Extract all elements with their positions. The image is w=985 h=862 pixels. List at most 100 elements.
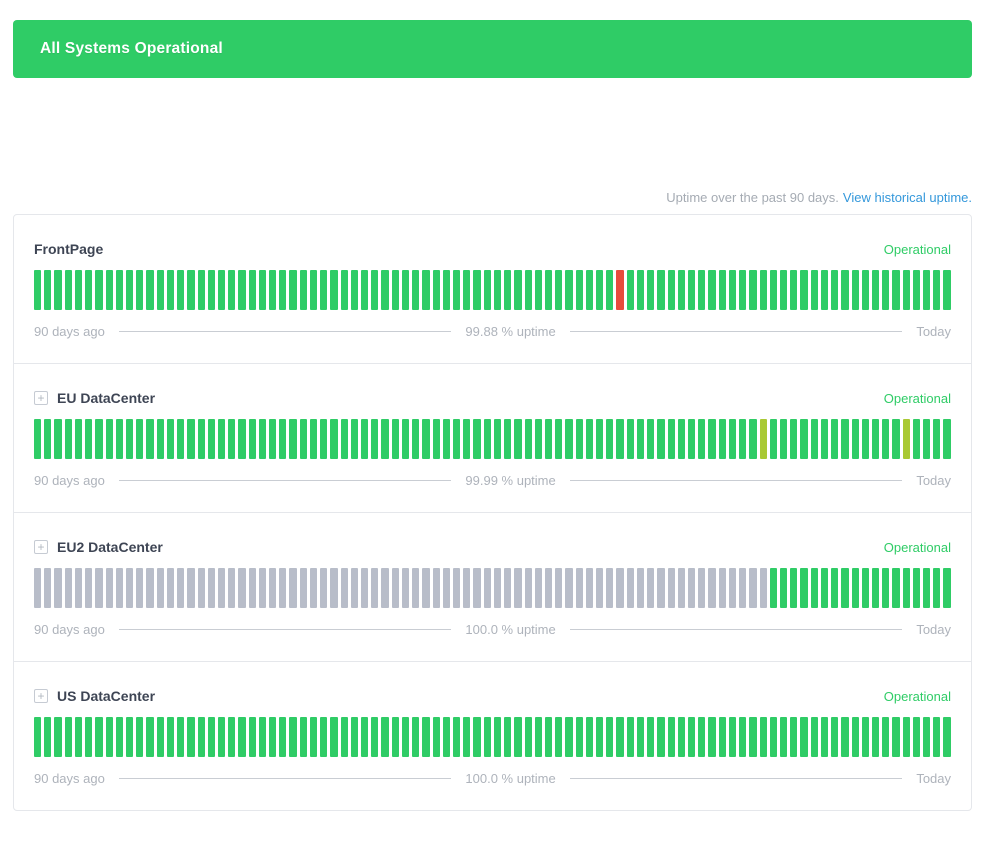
- uptime-day-bar[interactable]: [330, 270, 338, 310]
- uptime-day-bar[interactable]: [64, 568, 72, 608]
- uptime-day-bar[interactable]: [34, 419, 42, 459]
- uptime-day-bar[interactable]: [238, 270, 246, 310]
- uptime-day-bar[interactable]: [105, 568, 113, 608]
- uptime-day-bar[interactable]: [892, 717, 900, 757]
- uptime-day-bar[interactable]: [269, 419, 277, 459]
- uptime-day-bar[interactable]: [606, 270, 614, 310]
- uptime-day-bar[interactable]: [177, 717, 185, 757]
- uptime-day-bar[interactable]: [289, 717, 297, 757]
- uptime-day-bar[interactable]: [166, 717, 175, 757]
- uptime-day-bar[interactable]: [698, 568, 706, 608]
- uptime-day-bar[interactable]: [156, 270, 164, 310]
- uptime-day-bar[interactable]: [330, 717, 338, 757]
- uptime-day-bar[interactable]: [596, 717, 604, 757]
- uptime-day-bar[interactable]: [299, 568, 307, 608]
- uptime-day-bar[interactable]: [800, 419, 808, 459]
- uptime-day-bar[interactable]: [371, 717, 379, 757]
- uptime-day-bar[interactable]: [902, 568, 910, 608]
- uptime-day-bar[interactable]: [125, 568, 134, 608]
- uptime-day-bar[interactable]: [105, 270, 113, 310]
- uptime-day-bar[interactable]: [677, 568, 685, 608]
- uptime-day-bar[interactable]: [851, 568, 859, 608]
- uptime-day-bar[interactable]: [769, 568, 777, 608]
- uptime-day-bar[interactable]: [606, 717, 614, 757]
- uptime-day-bar[interactable]: [626, 419, 634, 459]
- uptime-day-bar[interactable]: [44, 270, 52, 310]
- uptime-day-bar[interactable]: [698, 270, 706, 310]
- uptime-day-bar[interactable]: [95, 419, 103, 459]
- uptime-day-bar[interactable]: [636, 419, 645, 459]
- uptime-day-bar[interactable]: [912, 270, 921, 310]
- uptime-day-bar[interactable]: [810, 419, 818, 459]
- uptime-day-bar[interactable]: [657, 419, 665, 459]
- uptime-day-bar[interactable]: [85, 568, 93, 608]
- uptime-day-bar[interactable]: [667, 419, 675, 459]
- uptime-day-bar[interactable]: [739, 419, 747, 459]
- uptime-day-bar[interactable]: [177, 270, 185, 310]
- uptime-day-bar[interactable]: [269, 270, 277, 310]
- uptime-day-bar[interactable]: [125, 419, 134, 459]
- uptime-day-bar[interactable]: [279, 419, 287, 459]
- uptime-day-bar[interactable]: [677, 270, 685, 310]
- uptime-day-bar[interactable]: [790, 568, 798, 608]
- uptime-day-bar[interactable]: [688, 717, 696, 757]
- uptime-day-bar[interactable]: [779, 419, 788, 459]
- uptime-day-bar[interactable]: [769, 717, 777, 757]
- uptime-day-bar[interactable]: [156, 717, 164, 757]
- uptime-day-bar[interactable]: [391, 568, 399, 608]
- uptime-day-bar[interactable]: [64, 419, 72, 459]
- uptime-day-bar[interactable]: [34, 270, 42, 310]
- uptime-day-bar[interactable]: [217, 419, 226, 459]
- uptime-day-bar[interactable]: [269, 568, 277, 608]
- uptime-day-bar[interactable]: [463, 568, 471, 608]
- uptime-day-bar[interactable]: [473, 717, 481, 757]
- uptime-day-bar[interactable]: [381, 419, 389, 459]
- uptime-day-bar[interactable]: [258, 568, 267, 608]
- uptime-day-bar[interactable]: [340, 717, 348, 757]
- uptime-day-bar[interactable]: [54, 568, 62, 608]
- uptime-day-bar[interactable]: [861, 270, 869, 310]
- uptime-day-bar[interactable]: [34, 717, 42, 757]
- uptime-day-bar[interactable]: [309, 270, 318, 310]
- uptime-day-bar[interactable]: [647, 270, 655, 310]
- uptime-day-bar[interactable]: [248, 419, 256, 459]
- uptime-day-bar[interactable]: [64, 270, 72, 310]
- uptime-day-bar[interactable]: [381, 717, 389, 757]
- uptime-day-bar[interactable]: [749, 568, 757, 608]
- uptime-day-bar[interactable]: [258, 270, 267, 310]
- uptime-day-bar[interactable]: [749, 717, 757, 757]
- uptime-day-bar[interactable]: [371, 270, 379, 310]
- uptime-day-bar[interactable]: [626, 270, 634, 310]
- uptime-day-bar[interactable]: [841, 419, 849, 459]
- uptime-day-bar[interactable]: [555, 568, 563, 608]
- uptime-day-bar[interactable]: [269, 717, 277, 757]
- uptime-day-bar[interactable]: [923, 568, 931, 608]
- uptime-day-bar[interactable]: [340, 568, 348, 608]
- uptime-day-bar[interactable]: [442, 270, 450, 310]
- uptime-day-bar[interactable]: [871, 568, 880, 608]
- uptime-day-bar[interactable]: [820, 568, 829, 608]
- uptime-day-bar[interactable]: [647, 568, 655, 608]
- uptime-day-bar[interactable]: [228, 270, 236, 310]
- uptime-day-bar[interactable]: [831, 568, 839, 608]
- uptime-day-bar[interactable]: [463, 419, 471, 459]
- uptime-day-bar[interactable]: [361, 419, 369, 459]
- uptime-day-bar[interactable]: [882, 270, 890, 310]
- uptime-day-bar[interactable]: [217, 270, 226, 310]
- uptime-day-bar[interactable]: [626, 717, 634, 757]
- uptime-day-bar[interactable]: [636, 270, 645, 310]
- uptime-day-bar[interactable]: [401, 270, 410, 310]
- uptime-day-bar[interactable]: [442, 568, 450, 608]
- uptime-day-bar[interactable]: [412, 717, 420, 757]
- uptime-day-bar[interactable]: [831, 717, 839, 757]
- uptime-day-bar[interactable]: [667, 717, 675, 757]
- uptime-day-bar[interactable]: [769, 419, 777, 459]
- uptime-day-bar[interactable]: [728, 270, 737, 310]
- uptime-day-bar[interactable]: [708, 419, 716, 459]
- uptime-day-bar[interactable]: [146, 270, 154, 310]
- uptime-day-bar[interactable]: [452, 568, 461, 608]
- uptime-day-bar[interactable]: [197, 270, 205, 310]
- uptime-day-bar[interactable]: [350, 717, 358, 757]
- uptime-day-bar[interactable]: [432, 717, 440, 757]
- uptime-day-bar[interactable]: [585, 568, 594, 608]
